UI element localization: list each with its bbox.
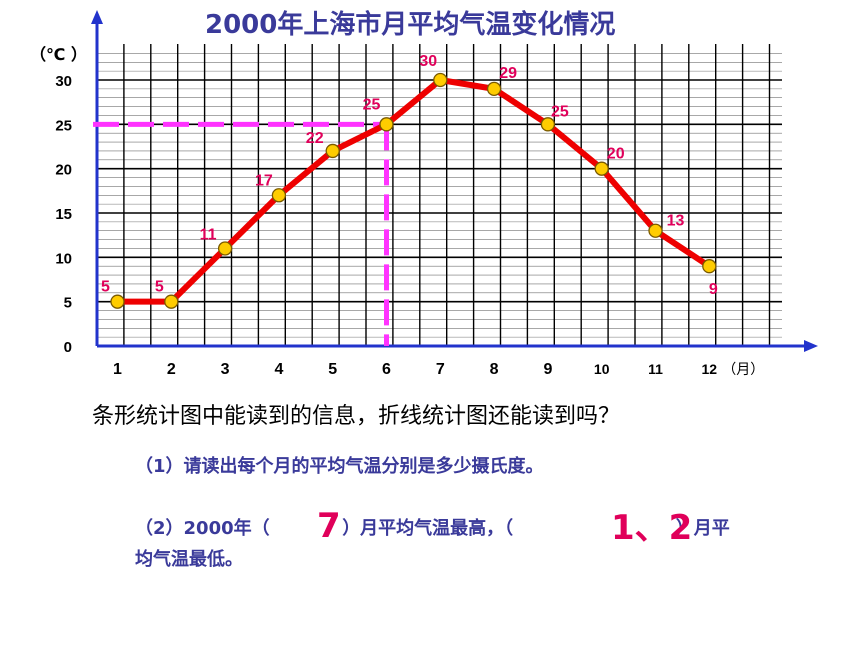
question-2-part2: ）月平均气温最高，（ xyxy=(342,518,514,539)
x-tick-label: 11 xyxy=(648,361,663,377)
x-tick-label: 3 xyxy=(221,361,230,378)
data-value-label: 25 xyxy=(363,96,381,113)
y-axis-arrow xyxy=(91,10,103,24)
chart-title: 2000年上海市月平均气温变化情况 xyxy=(205,10,616,40)
x-tick-label: 7 xyxy=(436,361,445,378)
data-value-label: 22 xyxy=(306,130,324,147)
data-point-marker xyxy=(648,223,663,238)
data-value-label: 11 xyxy=(200,226,217,243)
data-point-marker xyxy=(486,81,502,97)
question-1: （1）请读出每个月的平均气温分别是多少摄氏度。 xyxy=(135,456,544,477)
data-point-marker xyxy=(164,294,179,309)
y-tick-label: 0 xyxy=(64,339,72,356)
y-tick-label: 10 xyxy=(55,250,72,267)
answer-lowest-months: 1、2 xyxy=(611,508,693,548)
question-2: （2）2000年（ ）月平均气温最高，（ ）月平 xyxy=(135,514,730,540)
x-tick-label: 6 xyxy=(382,361,391,378)
answer-highest-month: 7 xyxy=(317,506,341,546)
data-point-marker xyxy=(379,117,394,132)
data-value-label: 5 xyxy=(101,279,110,296)
data-value-label: 9 xyxy=(709,281,718,298)
data-point-marker xyxy=(325,143,340,159)
y-tick-label: 20 xyxy=(55,162,72,179)
data-point-marker xyxy=(594,161,609,176)
data-value-label: 20 xyxy=(607,146,625,163)
data-point-marker xyxy=(433,72,448,88)
data-value-label: 29 xyxy=(499,65,517,82)
x-axis-arrow xyxy=(804,340,818,352)
x-tick-label: 2 xyxy=(167,361,176,378)
x-tick-label: 5 xyxy=(328,361,337,378)
data-point-marker xyxy=(540,117,556,132)
question-2-part3: ）月平 xyxy=(675,518,730,539)
question-2-line2: 均气温最低。 xyxy=(135,549,243,570)
y-tick-label: 15 xyxy=(55,206,72,223)
y-axis-label: （℃ ） xyxy=(30,45,87,64)
y-tick-label: 25 xyxy=(55,117,72,134)
question-text: 条形统计图中能读到的信息，折线统计图还能读到吗？ xyxy=(92,404,621,429)
data-point-marker xyxy=(271,188,287,203)
temperature-line xyxy=(114,77,713,305)
data-value-label: 25 xyxy=(551,103,569,120)
x-tick-label: 9 xyxy=(543,361,552,378)
x-tick-label: 10 xyxy=(594,361,610,377)
x-tick-label: 8 xyxy=(490,361,499,378)
y-tick-label: 30 xyxy=(55,73,72,90)
x-tick-label: 1 xyxy=(113,361,122,378)
x-axis-label: （月） xyxy=(722,362,764,378)
data-point-marker xyxy=(217,241,233,256)
data-value-label: 5 xyxy=(155,279,164,296)
y-tick-label: 5 xyxy=(64,295,72,312)
x-tick-label: 4 xyxy=(274,361,283,378)
data-point-marker xyxy=(110,294,125,309)
x-tick-label: 12 xyxy=(702,361,718,377)
data-value-label: 17 xyxy=(255,172,273,189)
question-2-part1: （2）2000年（ xyxy=(135,518,270,539)
data-value-label: 13 xyxy=(667,213,685,230)
data-value-label: 30 xyxy=(419,53,437,70)
data-point-marker xyxy=(702,259,717,274)
